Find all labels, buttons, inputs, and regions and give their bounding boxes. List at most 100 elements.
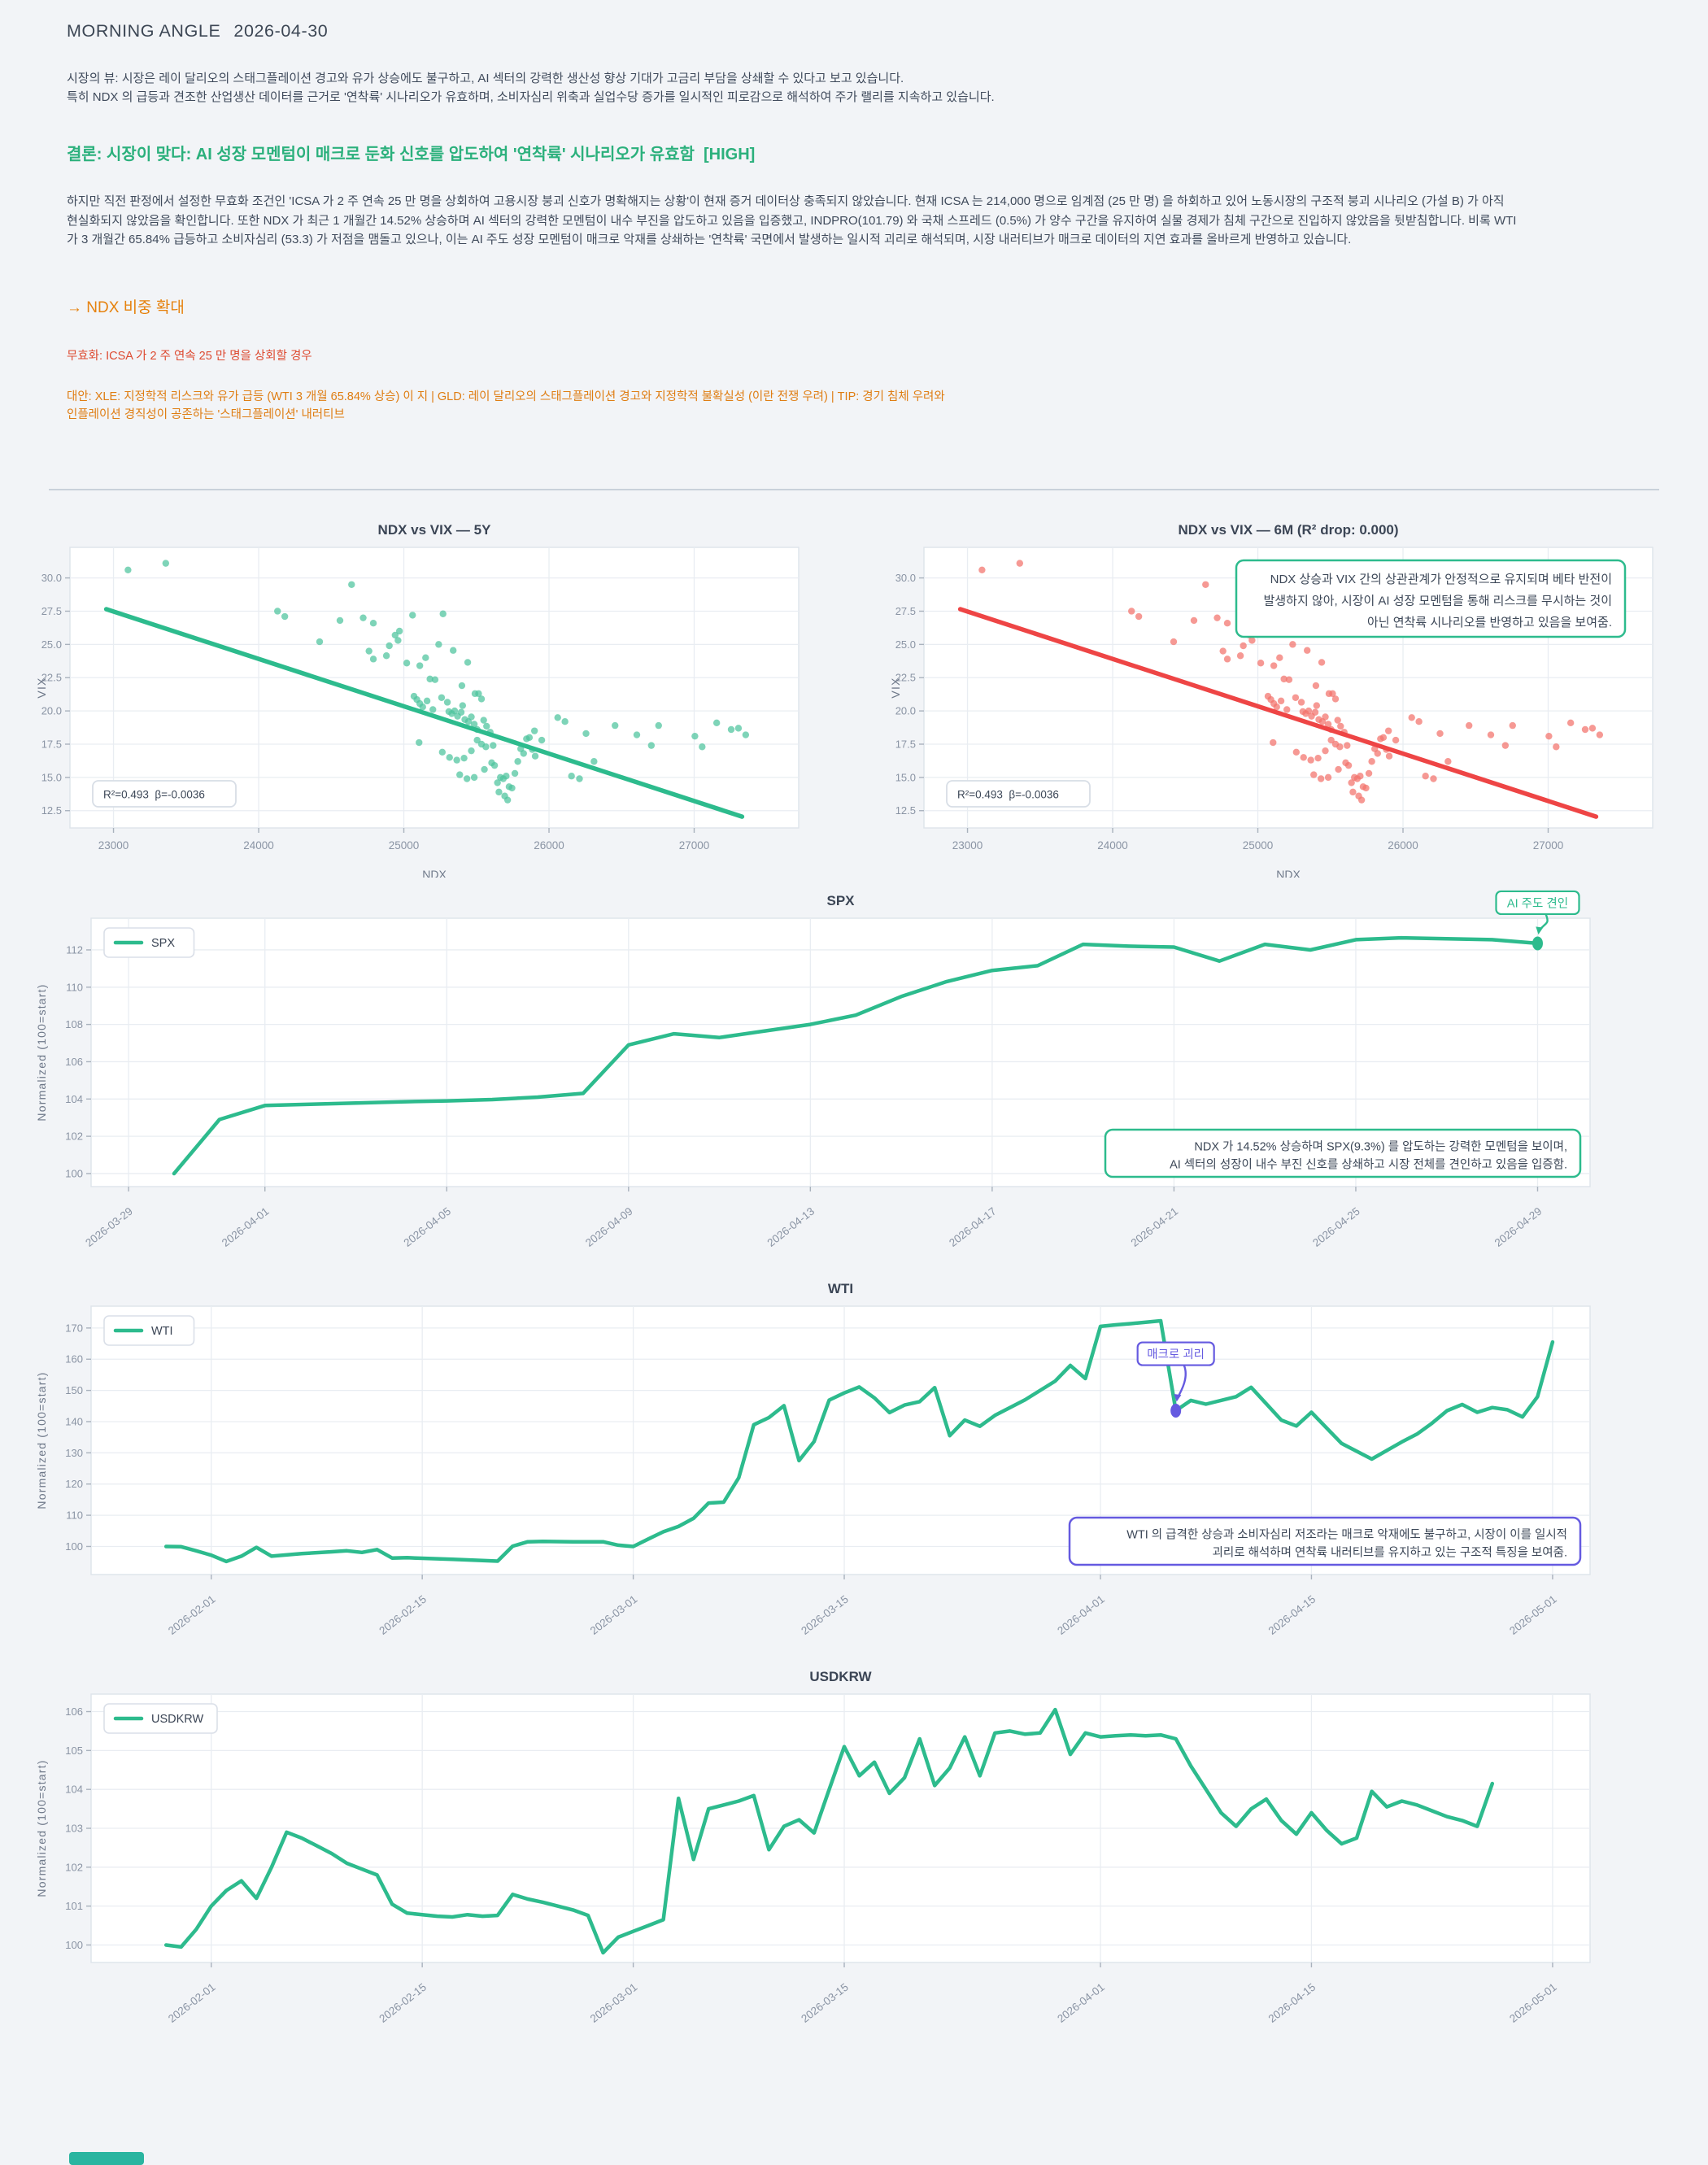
svg-text:17.5: 17.5: [41, 738, 62, 750]
svg-text:27.5: 27.5: [895, 604, 916, 616]
svg-text:NDX vs VIX — 5Y: NDX vs VIX — 5Y: [378, 522, 492, 538]
svg-text:2026-03-15: 2026-03-15: [799, 1592, 851, 1636]
svg-text:12.5: 12.5: [41, 804, 62, 817]
svg-text:2026-02-15: 2026-02-15: [377, 1980, 429, 2024]
svg-text:25000: 25000: [389, 839, 420, 852]
analysis-body: 하지만 직전 판정에서 설정한 무효화 조건인 'ICSA 가 2 주 연속 2…: [67, 194, 1517, 246]
svg-text:Normalized (100=start): Normalized (100=start): [35, 1759, 48, 1897]
svg-text:WTI: WTI: [828, 1281, 853, 1296]
svg-text:12.5: 12.5: [895, 804, 916, 817]
svg-text:27000: 27000: [679, 839, 710, 852]
svg-text:R²=0.493 β=-0.0036: R²=0.493 β=-0.0036: [103, 788, 205, 800]
svg-text:2026-03-01: 2026-03-01: [588, 1592, 640, 1636]
svg-text:130: 130: [65, 1446, 83, 1458]
scatter-charts-row: 12.5 15.0 17.5 20.0 22.5 25.0 27.5 30.0 23000 240…: [33, 520, 1708, 878]
svg-text:27.5: 27.5: [41, 604, 62, 616]
svg-text:15.0: 15.0: [895, 771, 916, 783]
svg-text:15.0: 15.0: [41, 771, 62, 783]
svg-text:30.0: 30.0: [895, 572, 916, 584]
svg-text:20.0: 20.0: [41, 704, 62, 717]
svg-text:22.5: 22.5: [41, 671, 62, 683]
svg-text:17.5: 17.5: [895, 738, 916, 750]
svg-text:Normalized (100=start): Normalized (100=start): [35, 1371, 48, 1509]
svg-text:발생하지 않아, 시장이 AI 성장 모멘텀을 통해 리스크: 발생하지 않아, 시장이 AI 성장 모멘텀을 통해 리스크를 무시하는 것이: [1264, 594, 1612, 608]
svg-text:101: 101: [65, 1900, 83, 1912]
svg-text:SPX: SPX: [826, 893, 855, 908]
svg-text:VIX: VIX: [35, 677, 48, 698]
svg-text:AI 섹터의 성장이 내수 부진 신호를 상쇄하고 시장 전: AI 섹터의 성장이 내수 부진 신호를 상쇄하고 시장 전체를 견인하고 있음…: [1170, 1157, 1567, 1171]
svg-text:2026-03-15: 2026-03-15: [799, 1980, 851, 2024]
svg-text:112: 112: [66, 943, 83, 956]
svg-text:25000: 25000: [1243, 839, 1274, 852]
scatter-ndx-vix-5y: 12.5 15.0 17.5 20.0 22.5 25.0 27.5 30.0 23000 240…: [33, 520, 838, 878]
svg-text:2026-03-01: 2026-03-01: [588, 1980, 640, 2024]
svg-text:150: 150: [65, 1384, 83, 1396]
svg-text:102: 102: [65, 1130, 83, 1142]
report-date: 2026-04-30: [233, 21, 329, 41]
svg-text:2026-04-01: 2026-04-01: [1055, 1592, 1107, 1636]
svg-text:2026-04-15: 2026-04-15: [1266, 1980, 1318, 2024]
svg-text:WTI: WTI: [151, 1325, 173, 1338]
svg-text:20.0: 20.0: [895, 704, 916, 717]
svg-text:2026-04-15: 2026-04-15: [1266, 1592, 1318, 1636]
market-view-line2: 특히 NDX 의 급등과 견조한 산업생산 데이터를 근거로 '연착륙' 시나리…: [67, 90, 995, 104]
svg-text:100: 100: [65, 1167, 83, 1179]
svg-text:WTI 의 급격한 상승과 소비자심리 저조라는 매크로 악: WTI 의 급격한 상승과 소비자심리 저조라는 매크로 악재에도 불구하고, …: [1126, 1527, 1567, 1541]
svg-text:2026-02-01: 2026-02-01: [166, 1592, 218, 1636]
svg-text:170: 170: [65, 1322, 83, 1334]
alternative-scenarios: 대안: XLE: 지정학적 리스크와 유가 급등 (WTI 3 개월 65.84…: [67, 390, 945, 421]
usdkrw-line-chart: 100 101 102 103 104 105 106 2026-02-01 2026-02-1…: [33, 1663, 1708, 2041]
svg-text:2026-02-15: 2026-02-15: [377, 1592, 429, 1636]
svg-text:102: 102: [65, 1861, 83, 1873]
svg-text:2026-05-01: 2026-05-01: [1507, 1980, 1559, 2024]
svg-text:100: 100: [65, 1938, 83, 1950]
svg-text:AI 주도 견인: AI 주도 견인: [1507, 896, 1568, 910]
svg-text:108: 108: [65, 1018, 83, 1030]
report-name: MORNING ANGLE: [67, 21, 221, 41]
svg-text:25.0: 25.0: [895, 638, 916, 650]
bottom-cutoff-bar: [69, 2152, 144, 2165]
svg-text:30.0: 30.0: [41, 572, 62, 584]
svg-text:160: 160: [65, 1353, 83, 1365]
svg-text:2026-05-01: 2026-05-01: [1507, 1592, 1559, 1636]
svg-text:100: 100: [65, 1540, 83, 1552]
svg-text:Normalized (100=start): Normalized (100=start): [35, 983, 48, 1121]
spx-line-chart: 100 102 104 106 108 110 112 2026-03-29 2026-04-0…: [33, 887, 1708, 1265]
svg-text:매크로 괴리: 매크로 괴리: [1147, 1348, 1205, 1361]
svg-text:2026-04-13: 2026-04-13: [765, 1204, 817, 1248]
svg-text:25.0: 25.0: [41, 638, 62, 650]
svg-text:140: 140: [65, 1415, 83, 1427]
svg-text:26000: 26000: [1388, 839, 1418, 852]
svg-text:USDKRW: USDKRW: [809, 1669, 872, 1684]
svg-text:23000: 23000: [952, 839, 983, 852]
svg-text:NDX: NDX: [422, 868, 447, 878]
section-divider: [49, 488, 1659, 490]
svg-text:NDX 가 14.52% 상승하며 SPX(9.3%) 를: NDX 가 14.52% 상승하며 SPX(9.3%) 를 압도하는 강력한 모…: [1194, 1139, 1567, 1153]
svg-text:USDKRW: USDKRW: [151, 1713, 203, 1726]
svg-text:110: 110: [66, 1509, 83, 1521]
svg-text:106: 106: [65, 1705, 83, 1718]
svg-text:2026-03-29: 2026-03-29: [83, 1204, 135, 1248]
svg-text:24000: 24000: [1097, 839, 1128, 852]
svg-text:2026-04-25: 2026-04-25: [1310, 1204, 1362, 1248]
svg-text:105: 105: [65, 1744, 83, 1756]
svg-text:120: 120: [65, 1478, 83, 1490]
svg-text:2026-04-01: 2026-04-01: [220, 1204, 272, 1248]
svg-text:아닌 연착륙 시나리오를 반영하고 있음을 보여줌.: 아닌 연착륙 시나리오를 반영하고 있음을 보여줌.: [1367, 616, 1612, 629]
report-text-column: MORNING ANGLE 2026-04-30 시장의 뷰: 시장은 레이 달리…: [0, 0, 1708, 424]
svg-text:24000: 24000: [243, 839, 274, 852]
svg-text:110: 110: [66, 981, 83, 993]
svg-text:2026-04-17: 2026-04-17: [947, 1204, 999, 1248]
svg-text:2026-04-29: 2026-04-29: [1492, 1204, 1545, 1248]
market-view-paragraph: 시장의 뷰: 시장은 레이 달리오의 스태그플레이션 경고와 유가 상승에도 불…: [67, 69, 1586, 107]
market-view-line1: 시장의 뷰: 시장은 레이 달리오의 스태그플레이션 경고와 유가 상승에도 불…: [67, 72, 904, 85]
svg-text:2026-02-01: 2026-02-01: [166, 1980, 218, 2024]
scatter-ndx-vix-6m: 12.5 15.0 17.5 20.0 22.5 25.0 27.5 30.0 23000 240…: [887, 520, 1692, 878]
svg-text:103: 103: [65, 1822, 83, 1834]
svg-text:26000: 26000: [534, 839, 564, 852]
svg-text:NDX vs VIX — 6M (R² drop: 0.00: NDX vs VIX — 6M (R² drop: 0.000): [1178, 522, 1398, 538]
svg-text:NDX: NDX: [1276, 868, 1301, 878]
svg-text:104: 104: [65, 1783, 83, 1795]
svg-text:22.5: 22.5: [895, 671, 916, 683]
